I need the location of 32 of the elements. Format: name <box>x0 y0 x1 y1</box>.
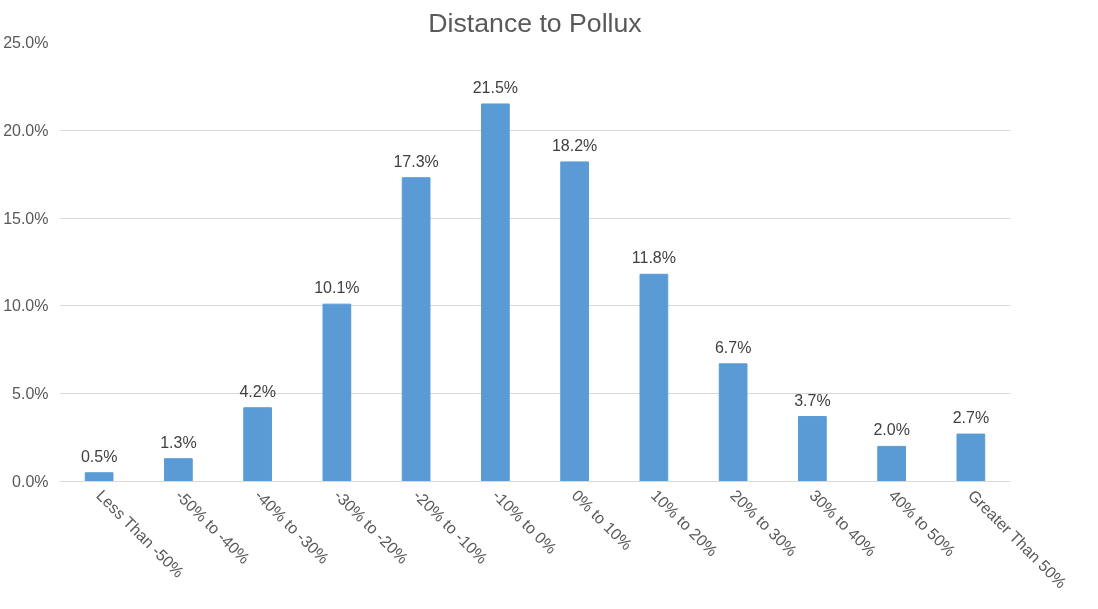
data-label: 18.2% <box>551 136 598 154</box>
data-label: 4.2% <box>239 382 276 400</box>
data-label: 0.5% <box>80 447 118 465</box>
data-label: 3.7% <box>794 391 831 409</box>
bar <box>243 407 272 482</box>
y-tick-label: 25.0% <box>3 34 49 51</box>
bar <box>718 363 748 482</box>
chart-title: Distance to Pollux <box>428 7 643 38</box>
bar <box>877 445 906 482</box>
bar <box>560 161 589 482</box>
y-tick-label: 10.0% <box>3 297 49 315</box>
bar <box>322 303 352 482</box>
data-label: 21.5% <box>472 78 519 96</box>
bar <box>481 103 510 482</box>
bar <box>956 433 986 482</box>
data-label: 6.7% <box>714 338 752 356</box>
x-tick-label: 0% to 10% <box>568 486 636 554</box>
y-tick-label: 5.0% <box>12 385 49 403</box>
data-label: 1.3% <box>160 433 197 451</box>
y-tick-label: 15.0% <box>3 209 49 227</box>
data-label: 2.0% <box>873 421 910 439</box>
data-label: 11.8% <box>631 249 676 267</box>
data-label: 10.1% <box>314 279 360 297</box>
bar <box>84 472 114 482</box>
bar <box>798 416 827 482</box>
bar <box>639 273 669 482</box>
bar <box>164 458 193 482</box>
bar <box>401 177 431 482</box>
y-tick-label: 0.0% <box>12 473 49 490</box>
y-tick-label: 20.0% <box>3 121 49 139</box>
data-label: 2.7% <box>952 409 990 427</box>
data-label: 17.3% <box>393 152 439 170</box>
